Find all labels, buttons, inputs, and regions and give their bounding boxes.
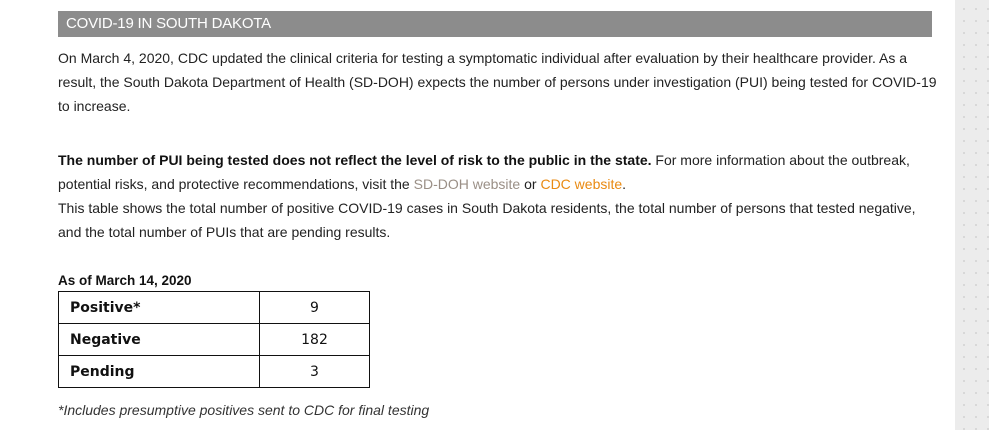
- sd-doh-website-link[interactable]: SD-DOH website: [413, 176, 521, 192]
- row-label: Negative: [58, 323, 260, 356]
- page-background-gutter: [955, 0, 989, 430]
- section-heading: COVID-19 IN SOUTH DAKOTA: [58, 11, 932, 37]
- row-value: 3: [259, 355, 370, 388]
- row-label: Positive*: [58, 291, 260, 324]
- link-end: .: [622, 176, 627, 192]
- as-of-date: As of March 14, 2020: [58, 273, 192, 288]
- table-row: Positive* 9: [58, 291, 370, 324]
- intro-paragraph: On March 4, 2020, CDC updated the clinic…: [58, 50, 937, 114]
- cdc-website-link[interactable]: CDC website: [540, 176, 623, 192]
- risk-statement: The number of PUI being tested does not …: [58, 152, 652, 168]
- table-row: Negative 182: [58, 323, 370, 356]
- more-info-text: For more information about the outbreak,…: [58, 152, 910, 192]
- row-value: 182: [259, 323, 370, 356]
- link-joiner: or: [520, 176, 541, 192]
- table-description: This table shows the total number of pos…: [58, 200, 916, 240]
- details-paragraph: The number of PUI being tested does not …: [58, 148, 938, 244]
- table-footnote: *Includes presumptive positives sent to …: [58, 402, 430, 418]
- row-label: Pending: [58, 355, 260, 388]
- case-count-table: Positive* 9 Negative 182 Pending 3: [58, 291, 370, 388]
- main-content: COVID-19 IN SOUTH DAKOTA On March 4, 202…: [58, 0, 937, 430]
- table-row: Pending 3: [58, 355, 370, 388]
- row-value: 9: [259, 291, 370, 324]
